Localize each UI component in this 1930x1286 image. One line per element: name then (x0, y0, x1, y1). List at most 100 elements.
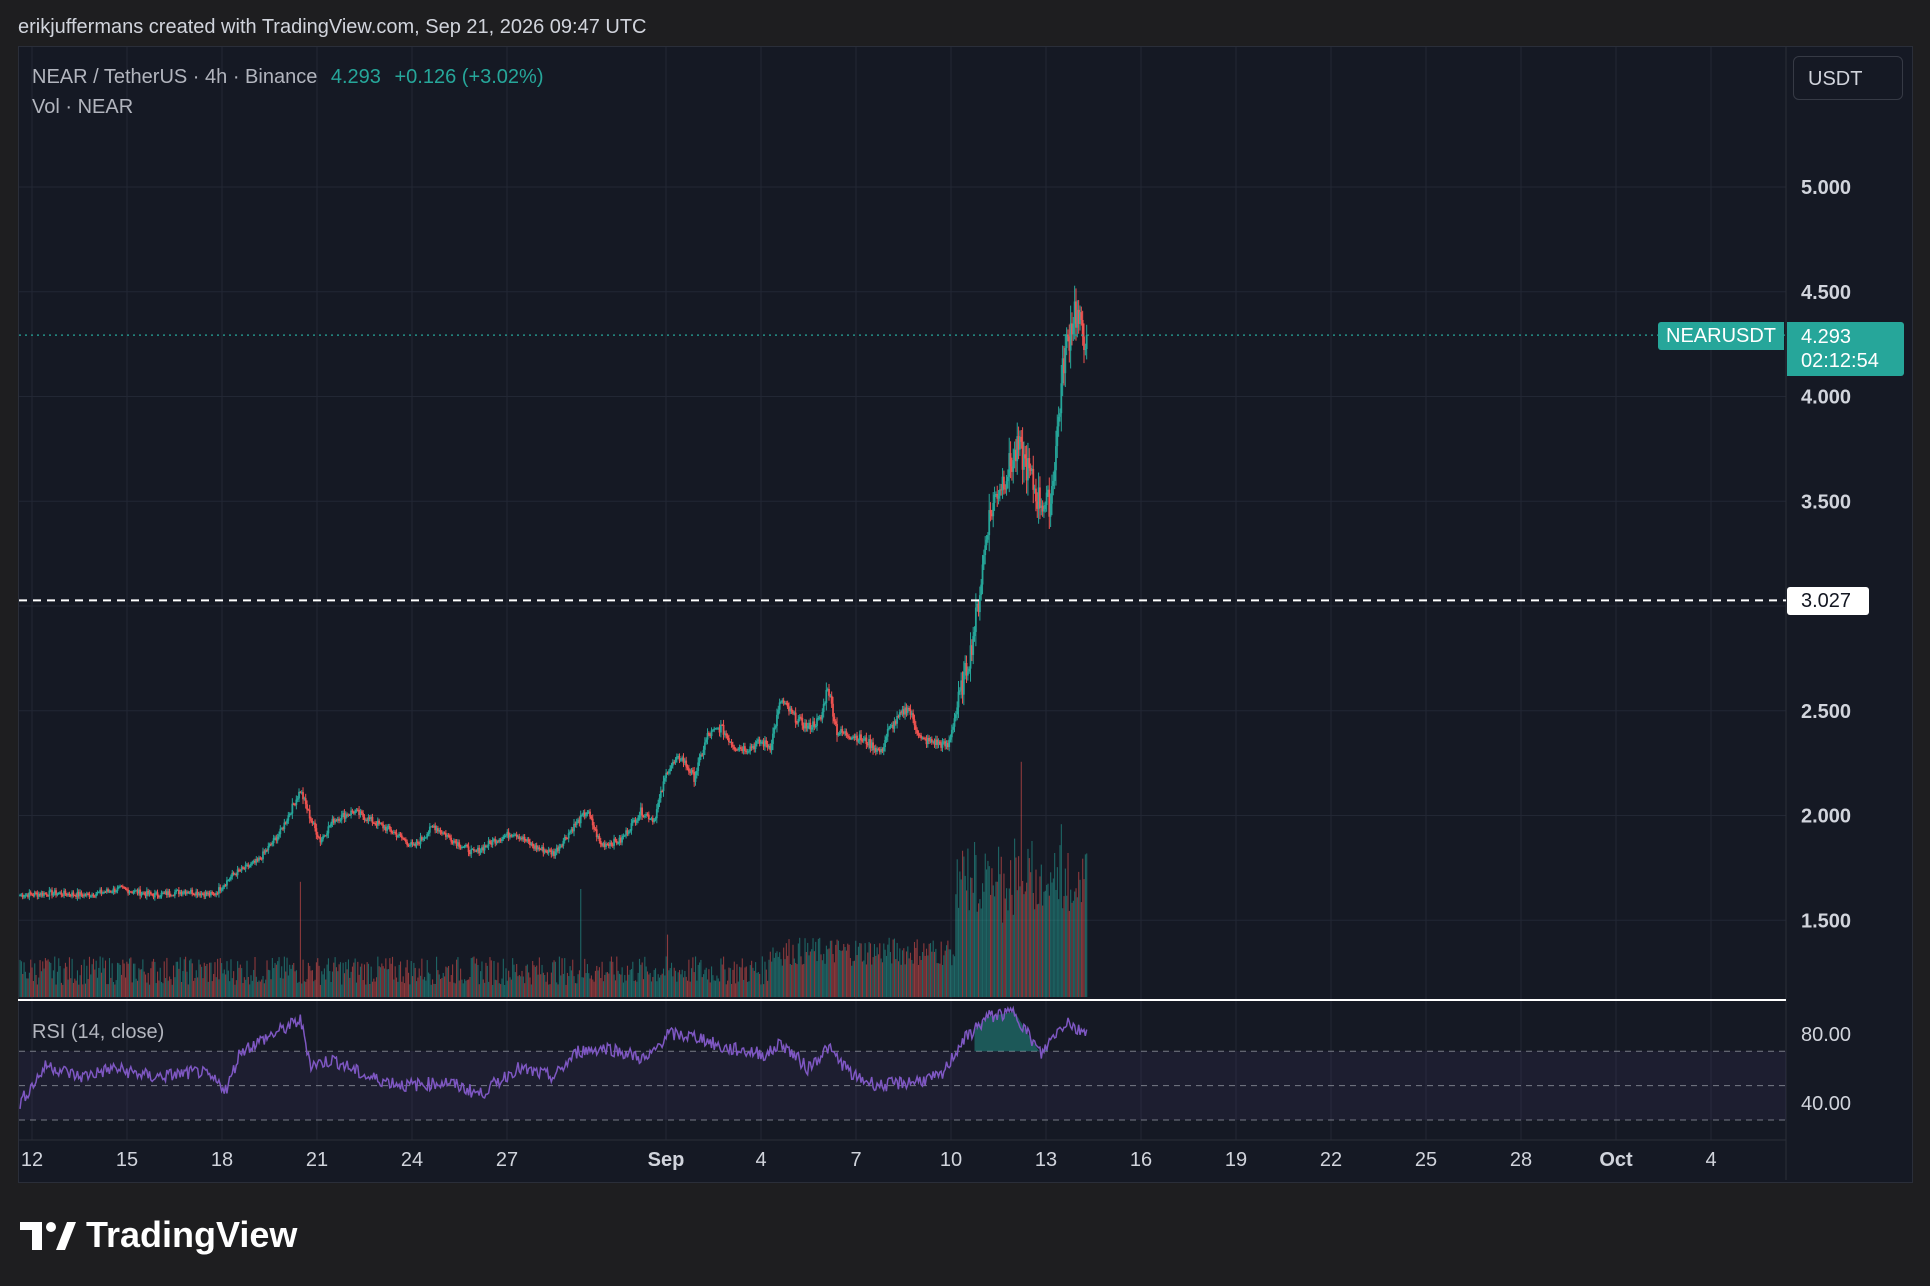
volume-bar (239, 964, 241, 997)
candle-body (128, 891, 131, 894)
volume-bar (250, 975, 252, 997)
candle-body (745, 750, 748, 753)
candle-body (65, 894, 68, 896)
volume-bar (641, 962, 643, 997)
candle-body (231, 872, 234, 877)
volume-bar (75, 980, 77, 997)
candle-body (1051, 486, 1053, 504)
candle-body (37, 893, 40, 897)
volume-bar (889, 952, 892, 997)
volume-bar (249, 984, 251, 997)
volume-bar (907, 946, 909, 997)
volume-bar (163, 961, 165, 997)
volume-bar (130, 957, 132, 997)
candle-body (404, 839, 407, 842)
volume-bar (1008, 888, 1010, 997)
candle-body (360, 811, 363, 814)
candle-body (768, 745, 770, 748)
volume-bar (1038, 903, 1040, 997)
volume-legend[interactable]: Vol · NEAR (32, 96, 134, 118)
volume-bar (134, 963, 136, 997)
volume-bar (701, 977, 703, 997)
volume-bar (87, 979, 89, 997)
volume-bar (444, 976, 446, 997)
volume-bar (939, 963, 941, 997)
volume-bar (833, 962, 835, 997)
volume-bar (183, 959, 185, 997)
candle-body (833, 716, 836, 722)
volume-bar (800, 956, 802, 997)
candle-body (529, 841, 531, 845)
volume-bar (337, 971, 339, 997)
volume-bar (84, 983, 87, 997)
volume-bar (955, 894, 957, 997)
candle-body (723, 733, 726, 735)
candle-body (340, 814, 343, 820)
horizontal-line-label[interactable]: 3.027 (1787, 587, 1869, 615)
candle-body (330, 823, 332, 827)
volume-bar (644, 956, 646, 997)
volume-bar (1086, 853, 1088, 997)
volume-bar (67, 979, 69, 997)
volume-bar (86, 965, 88, 997)
candle-body (603, 843, 606, 847)
candle-body (698, 756, 701, 763)
volume-bar (502, 958, 504, 997)
candle-body (981, 564, 984, 585)
volume-bar (917, 964, 920, 997)
candle-body (945, 743, 948, 747)
volume-bar (173, 965, 175, 997)
candle-body (43, 893, 45, 896)
candle-body (566, 838, 569, 840)
candle-body (85, 893, 88, 896)
volume-bar (209, 962, 211, 997)
candle-body (390, 829, 393, 833)
candle-body (479, 850, 482, 854)
candle-body (553, 851, 555, 856)
candle-body (942, 741, 945, 743)
rsi-legend[interactable]: RSI (14, close) (32, 1021, 165, 1043)
volume-bar (1007, 910, 1009, 997)
candle-body (677, 755, 680, 757)
volume-bar (305, 981, 307, 997)
currency-button[interactable]: USDT (1793, 56, 1903, 100)
candle-body (408, 844, 411, 846)
candle-body (407, 844, 410, 846)
candle-body (686, 766, 689, 769)
candle-body (910, 713, 913, 715)
volume-bar (445, 966, 447, 997)
candle-body (348, 814, 351, 816)
candle-body (972, 636, 975, 655)
candle-body (1020, 436, 1023, 442)
candle-body (27, 894, 29, 898)
candle-body (160, 892, 163, 897)
candle-body (707, 733, 710, 735)
volume-bar (564, 958, 566, 997)
volume-bar (669, 968, 671, 997)
candle-body (750, 746, 753, 749)
candle-body (997, 495, 1000, 499)
candle-body (350, 810, 352, 816)
volume-bar (512, 958, 514, 997)
symbol-legend[interactable]: NEAR / TetherUS · 4h · Binance 4.293 +0.… (32, 66, 544, 89)
candle-body (845, 731, 848, 736)
candle-body (850, 738, 853, 740)
volume-bar (362, 980, 364, 997)
candle-body (456, 842, 459, 846)
price-tick-label: 3.500 (1801, 491, 1851, 513)
volume-bar (283, 956, 285, 997)
candle-body (868, 739, 870, 746)
candle-body (183, 891, 186, 893)
volume-bar (598, 967, 600, 997)
candle-body (395, 832, 398, 837)
candle-body (685, 760, 688, 767)
time-tick-label: 24 (401, 1149, 423, 1171)
volume-bar (510, 979, 512, 997)
candle-body (1011, 466, 1013, 472)
volume-bar (877, 954, 880, 997)
volume-bar (921, 952, 924, 997)
candle-body (614, 838, 617, 841)
candle-body (806, 726, 809, 729)
volume-bar (430, 984, 432, 997)
